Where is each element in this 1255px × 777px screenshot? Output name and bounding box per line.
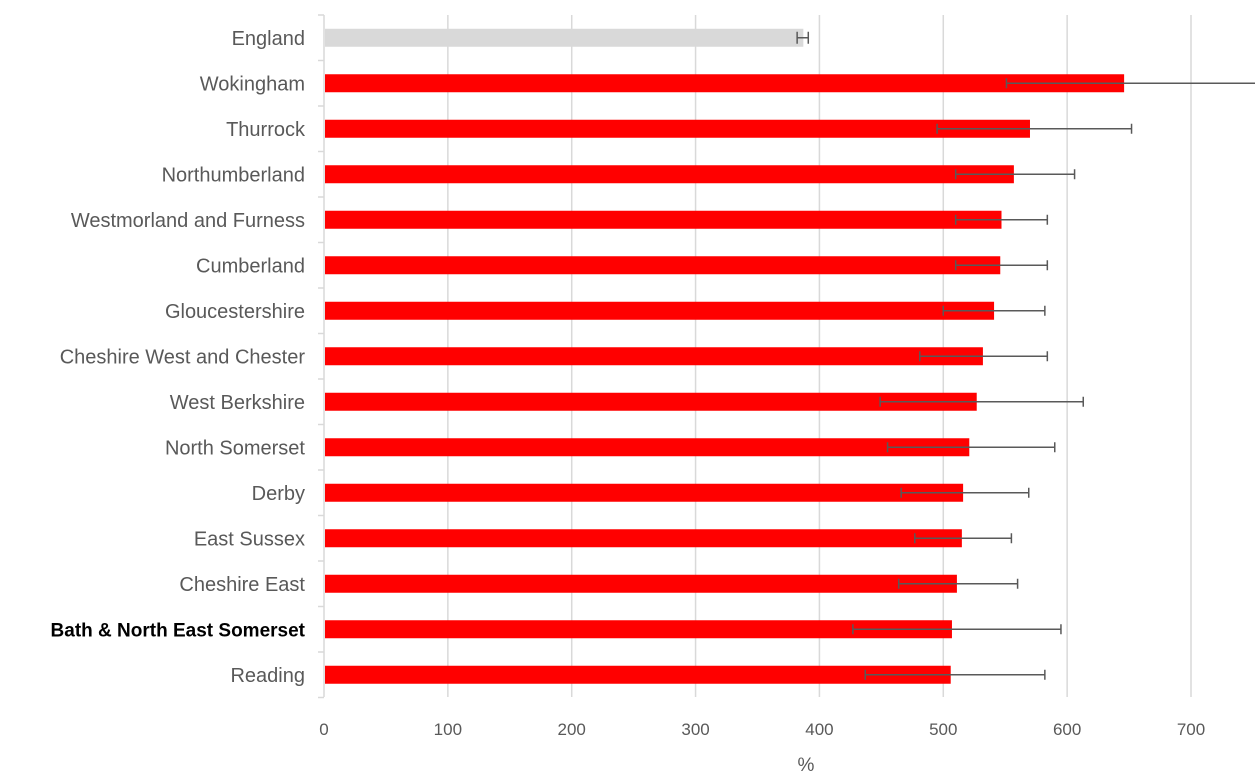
category-label: Reading — [230, 665, 305, 687]
bar — [325, 301, 995, 320]
category-label: West Berkshire — [170, 392, 305, 414]
bar — [325, 483, 964, 502]
bar — [325, 392, 977, 411]
error-bars — [796, 31, 1255, 680]
bar — [325, 438, 970, 457]
bar — [325, 620, 952, 639]
x-tick-label: 300 — [681, 720, 709, 739]
bar-reference — [325, 28, 804, 47]
bar — [325, 574, 957, 593]
bar — [325, 665, 951, 684]
bar — [325, 210, 1002, 229]
x-tick-label: 700 — [1177, 720, 1205, 739]
category-label: Westmorland and Furness — [71, 210, 305, 232]
bar — [325, 256, 1001, 275]
category-label: Cumberland — [196, 255, 305, 277]
bars — [325, 28, 1125, 684]
bar — [325, 347, 983, 366]
category-label: Thurrock — [226, 119, 306, 141]
category-label: Cheshire East — [179, 574, 305, 596]
category-label: East Sussex — [194, 528, 305, 550]
x-axis-title: % — [798, 755, 815, 776]
x-tick-label: 400 — [805, 720, 833, 739]
bar — [325, 165, 1014, 184]
axes: 0 100 200 300 400 500 600 700 England Wokingham Th… — [51, 14, 1205, 739]
category-label: Bath & North East Somerset — [51, 620, 306, 641]
x-tick-label: 100 — [434, 720, 462, 739]
bar — [325, 74, 1125, 93]
x-tick-label: 0 — [319, 720, 328, 739]
bar — [325, 529, 962, 548]
category-label: Northumberland — [162, 164, 305, 186]
bar — [325, 119, 1030, 138]
x-tick-label: 500 — [929, 720, 957, 739]
category-label: England — [232, 28, 305, 50]
category-label: Cheshire West and Chester — [60, 346, 306, 368]
x-tick-label: 600 — [1053, 720, 1081, 739]
category-label: North Somerset — [165, 437, 305, 459]
x-tick-label: 200 — [558, 720, 586, 739]
category-label: Wokingham — [200, 73, 305, 95]
category-label: Derby — [252, 483, 305, 505]
category-label: Gloucestershire — [165, 301, 305, 323]
